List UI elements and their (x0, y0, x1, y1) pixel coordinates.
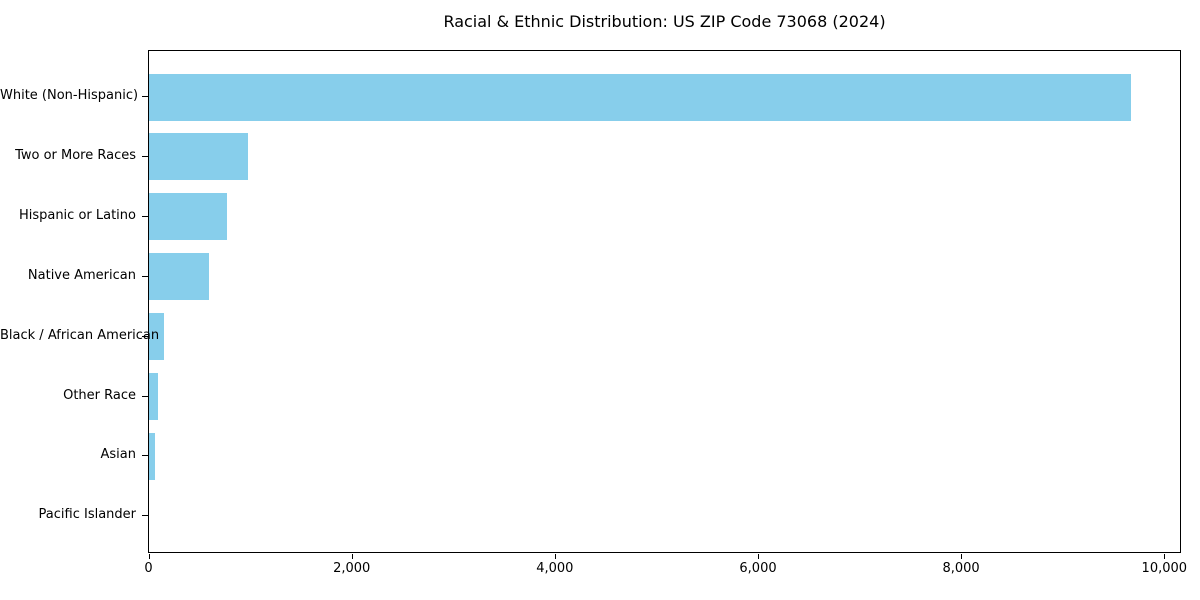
y-tick-label: Other Race (63, 387, 136, 403)
y-tick-mark (142, 335, 148, 337)
y-tick-mark (142, 215, 148, 217)
y-tick-mark (142, 395, 148, 397)
y-tick-label: Native American (27, 267, 136, 283)
x-tick-mark (1164, 554, 1166, 559)
y-tick-mark (142, 515, 148, 517)
x-tick-label: 6,000 (739, 561, 777, 576)
y-tick-label: Asian (100, 447, 136, 463)
bar-hispanic-or-latino (149, 193, 227, 241)
x-tick-mark (758, 554, 759, 559)
y-tick-label: Black / African American (0, 327, 160, 343)
y-tick-mark (142, 155, 148, 157)
plot-area (148, 50, 1181, 553)
bar-two-or-more-races (149, 133, 248, 181)
x-tick-mark (148, 554, 150, 559)
bar-asian (149, 432, 156, 480)
x-tick-label: 10,000 (1141, 561, 1188, 576)
bar-native-american (149, 253, 210, 301)
y-tick-label: White (Non-Hispanic) (0, 88, 139, 103)
x-tick-label: 8,000 (942, 561, 980, 576)
x-tick-mark (554, 554, 556, 559)
y-tick-label: Two or More Races (15, 147, 136, 163)
y-tick-mark (142, 96, 148, 97)
x-tick-label: 0 (144, 561, 153, 576)
y-tick-label: Hispanic or Latino (18, 207, 136, 223)
x-tick-label: 4,000 (536, 561, 574, 576)
x-tick-mark (961, 554, 963, 559)
bar-black-african-american (149, 313, 164, 361)
x-tick-label: 2,000 (333, 561, 371, 576)
y-tick-mark (142, 275, 148, 277)
y-tick-mark (142, 455, 148, 457)
bar-other-race (149, 373, 159, 420)
x-tick-mark (351, 554, 353, 559)
chart-title: Racial & Ethnic Distribution: US ZIP Cod… (443, 12, 886, 31)
y-tick-label: Pacific Islander (38, 507, 136, 523)
bar-white-non-hispanic (149, 73, 1131, 121)
